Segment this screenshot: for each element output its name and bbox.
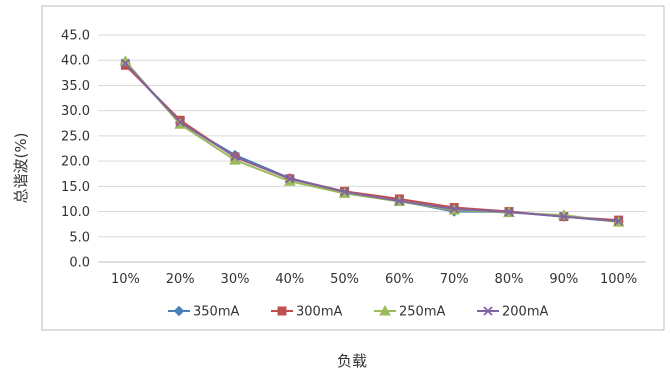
legend-marker (483, 306, 493, 316)
data-point-200mA (613, 216, 624, 226)
y-tick-label: 40.0 (61, 54, 90, 69)
x-tick-label: 40% (275, 272, 304, 287)
legend-item-300mA: 300mA (271, 305, 342, 320)
x-tick-label: 10% (111, 272, 140, 287)
data-point-200mA (504, 207, 514, 217)
legend-item-200mA: 200mA (477, 305, 548, 320)
data-point-200mA (285, 174, 295, 184)
x-tick-label: 70% (440, 272, 469, 287)
y-tick-label: 30.0 (61, 104, 90, 119)
y-tick-label: 25.0 (61, 129, 90, 144)
legend-label: 250mA (399, 305, 445, 320)
data-point-200mA (175, 117, 185, 127)
y-axis-title: 总谐波(%) (12, 133, 30, 204)
legend-marker (277, 306, 287, 316)
data-point-200mA (559, 211, 569, 222)
x-tick-label: 20% (166, 272, 195, 287)
y-tick-label: 15.0 (61, 180, 90, 195)
x-tick-label: 100% (600, 272, 637, 287)
legend-item-350mA: 350mA (168, 305, 239, 320)
x-tick-label: 60% (385, 272, 414, 287)
series-lines (119, 55, 625, 227)
y-tick-label: 0.0 (69, 256, 90, 271)
data-point-200mA (394, 196, 405, 206)
legend-label: 300mA (296, 305, 342, 320)
x-tick-label: 80% (495, 272, 524, 287)
series-line-200mA (124, 62, 619, 223)
x-tick-label: 50% (330, 272, 359, 287)
x-axis-title: 负载 (337, 352, 367, 370)
legend-marker (379, 304, 391, 316)
legend-marker (173, 305, 185, 317)
data-point-200mA (120, 58, 131, 68)
legend-label: 200mA (502, 305, 548, 320)
y-tick-label: 20.0 (61, 155, 90, 170)
gridlines (98, 34, 646, 238)
x-tick-label: 90% (549, 272, 578, 287)
data-point-200mA (230, 151, 240, 162)
legend-item-250mA: 250mA (374, 305, 445, 320)
y-tick-label: 45.0 (61, 29, 90, 44)
x-tick-labels: 10% 20% 30% 40% 50% 60% 70% 80% 90% 100% (111, 272, 637, 287)
legend-label: 350mA (193, 305, 239, 320)
y-tick-labels: 0.0 5.0 10.0 15.0 20.0 25.0 30.0 35.0 40.0 45.0 (61, 29, 90, 271)
data-point-200mA (449, 204, 459, 214)
y-tick-label: 35.0 (61, 79, 90, 94)
y-tick-label: 5.0 (69, 230, 90, 245)
data-point-200mA (339, 187, 350, 197)
y-tick-label: 10.0 (61, 205, 90, 220)
x-tick-label: 30% (221, 272, 250, 287)
legend: 350mA 300mA 250mA 200mA (168, 305, 548, 320)
